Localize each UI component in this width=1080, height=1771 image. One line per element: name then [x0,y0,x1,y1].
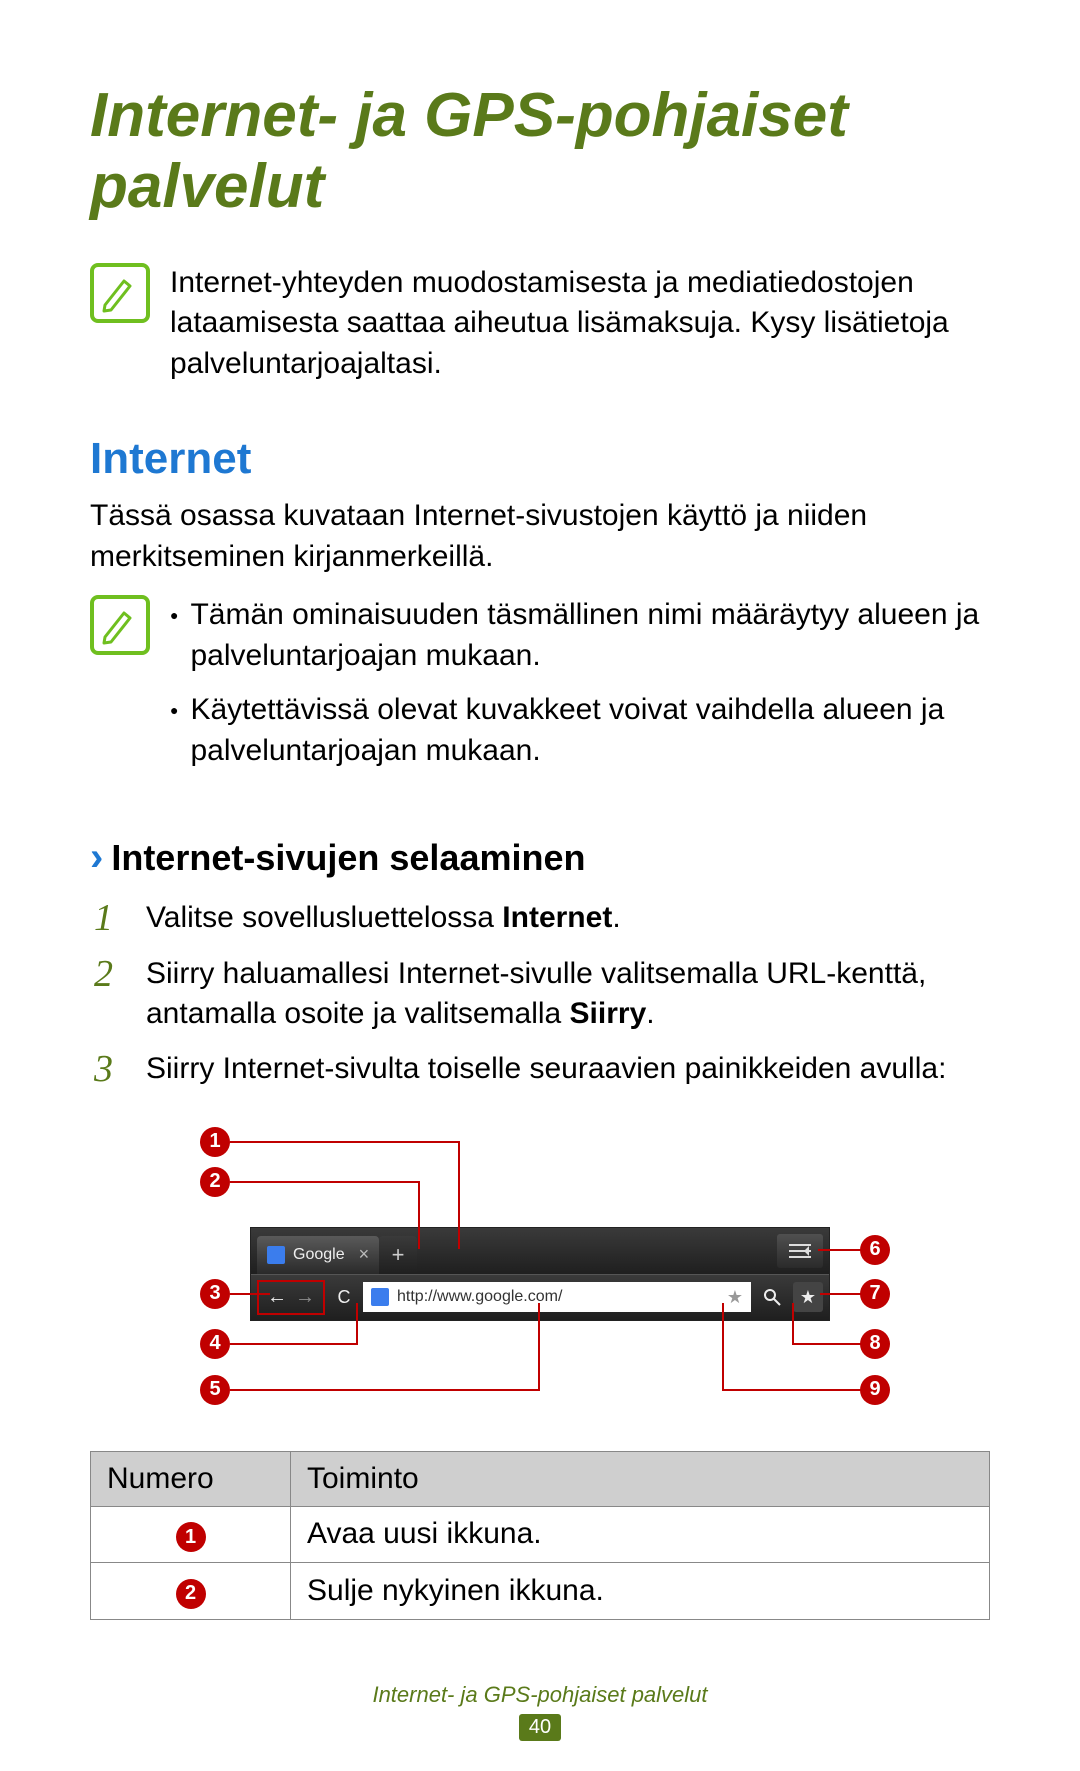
browser-tab[interactable]: Google × [257,1236,379,1274]
note-icon [90,595,150,655]
row-badge: 2 [176,1579,206,1609]
bookmarks-button[interactable]: ★ [793,1282,823,1312]
browser-diagram: 1 2 3 4 5 6 7 8 9 [90,1117,990,1417]
star-icon[interactable]: ★ [727,1287,743,1308]
note-bullet: Käytettävissä olevat kuvakkeet voivat va… [170,690,990,771]
callout-badge: 7 [860,1279,890,1309]
callout-badge: 4 [200,1329,230,1359]
callout-badge: 2 [200,1167,230,1197]
row-text: Sulje nykyinen ikkuna. [291,1563,990,1620]
row-text: Avaa uusi ikkuna. [291,1506,990,1563]
nav-buttons: ← → [257,1280,325,1315]
menu-button[interactable] [777,1234,823,1268]
callout-badge: 1 [200,1127,230,1157]
reload-button[interactable]: C [331,1284,357,1310]
page-title: Internet- ja GPS-pohjaiset palvelut [90,80,990,223]
new-tab-button[interactable]: + [379,1236,417,1274]
table-header: Toiminto [291,1451,990,1506]
favicon-icon [267,1246,285,1264]
step: 1 Valitse sovellusluettelossa Internet. [94,898,990,940]
subsection-heading: › Internet-sivujen selaaminen [90,835,990,880]
step: 3 Siirry Internet-sivulta toiselle seura… [94,1049,990,1091]
note-icon [90,263,150,323]
browser-toolbar: ← → C http://www.google.com/ ★ ★ [251,1274,829,1320]
table-row: 2 Sulje nykyinen ikkuna. [91,1563,990,1620]
tab-bar: Google × + [251,1228,829,1274]
close-tab-icon[interactable]: × [359,1244,370,1265]
functions-table: Numero Toiminto 1 Avaa uusi ikkuna. 2 Su… [90,1451,990,1620]
footer-category: Internet- ja GPS-pohjaiset palvelut [0,1682,1080,1708]
page: Internet- ja GPS-pohjaiset palvelut Inte… [0,0,1080,1771]
row-badge: 1 [176,1522,206,1552]
search-icon[interactable] [757,1282,787,1312]
page-footer: Internet- ja GPS-pohjaiset palvelut 40 [0,1682,1080,1741]
chevron-icon: › [90,835,103,880]
section-heading: Internet [90,434,990,484]
callout-badge: 5 [200,1375,230,1405]
step-list: 1 Valitse sovellusluettelossa Internet. … [94,898,990,1091]
note-bullet-list: Tämän ominaisuuden täsmällinen nimi määr… [170,595,990,785]
favicon-icon [371,1288,389,1306]
note-bullet: Tämän ominaisuuden täsmällinen nimi määr… [170,595,990,676]
callout-badge: 3 [200,1279,230,1309]
tab-label: Google [293,1246,345,1264]
url-field[interactable]: http://www.google.com/ ★ [363,1282,751,1312]
step: 2 Siirry haluamallesi Internet-sivulle v… [94,954,990,1035]
note-block-2: Tämän ominaisuuden täsmällinen nimi määr… [90,595,990,785]
table-header: Numero [91,1451,291,1506]
callout-badge: 9 [860,1375,890,1405]
callout-badge: 8 [860,1329,890,1359]
note-text: Internet-yhteyden muodostamisesta ja med… [170,263,990,385]
table-row: 1 Avaa uusi ikkuna. [91,1506,990,1563]
page-number: 40 [519,1714,561,1741]
note-block: Internet-yhteyden muodostamisesta ja med… [90,263,990,385]
callout-badge: 6 [860,1235,890,1265]
browser-screenshot: Google × + ← → C http: [250,1227,830,1321]
back-button[interactable]: ← [267,1286,287,1309]
forward-button[interactable]: → [295,1286,315,1309]
section-body: Tässä osassa kuvataan Internet-sivustoje… [90,496,990,577]
